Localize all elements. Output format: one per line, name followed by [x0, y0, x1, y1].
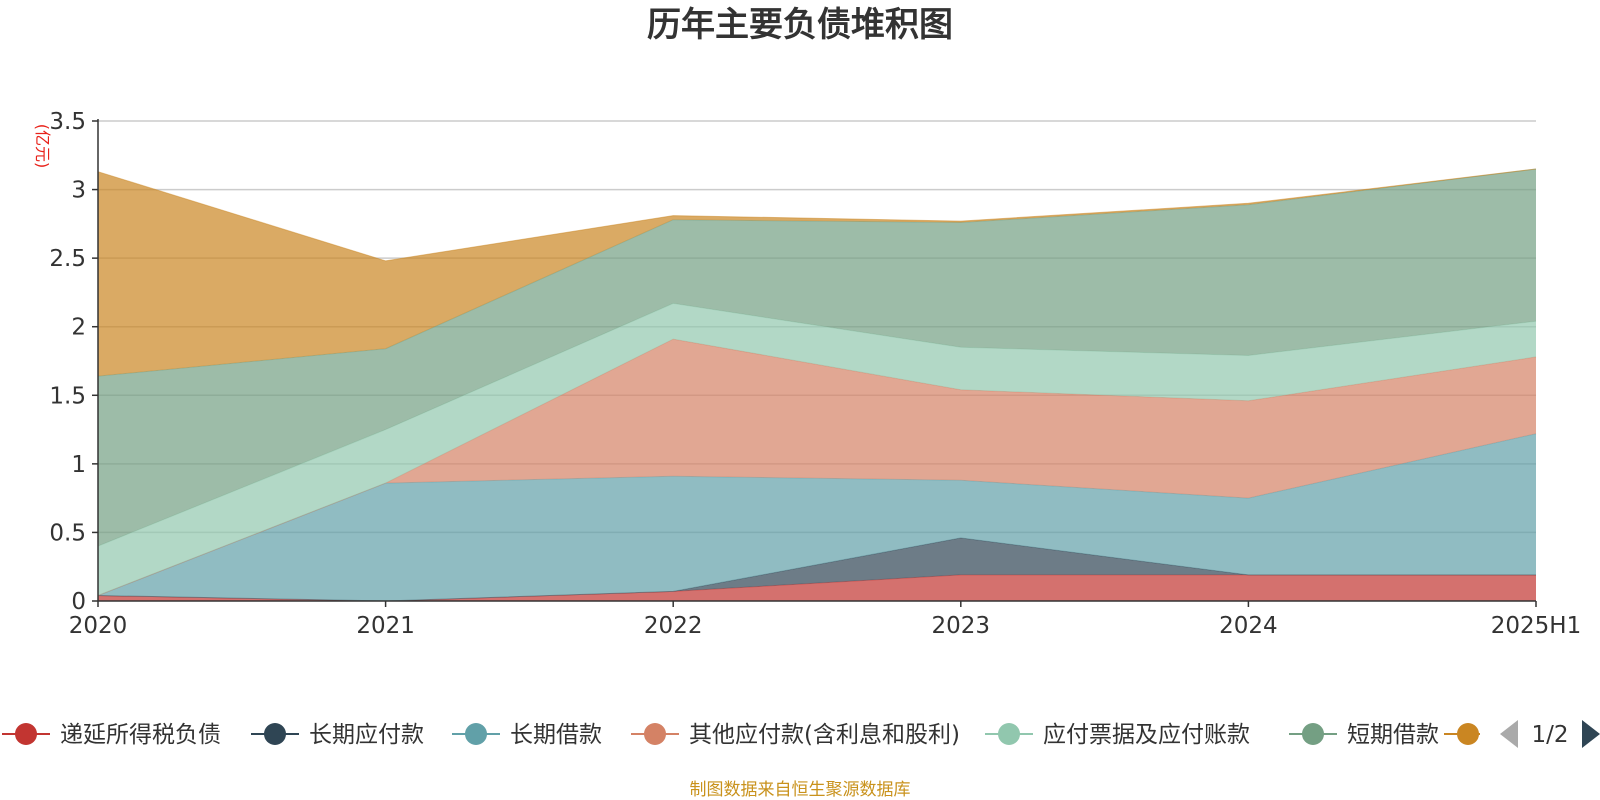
legend-label: 长期借款: [510, 722, 602, 748]
legend-item[interactable]: [1444, 723, 1492, 745]
area-series-7[interactable]: [98, 169, 1536, 377]
legend-label: 短期借款: [1347, 722, 1439, 748]
legend-item[interactable]: 短期借款: [1289, 722, 1439, 748]
y-axis-unit: (亿元): [33, 124, 52, 169]
legend-marker: [264, 723, 286, 745]
legend-item[interactable]: 应付票据及应付账款: [985, 722, 1250, 748]
y-tick-label: 2.5: [49, 246, 86, 272]
area-series-5[interactable]: [98, 303, 1536, 596]
legend-page-indicator: 1/2: [1531, 722, 1568, 748]
y-tick-label: 1: [71, 452, 86, 478]
y-tick-label: 2: [71, 315, 86, 341]
data-source-note: 制图数据来自恒生聚源数据库: [690, 780, 911, 800]
area-series-2[interactable]: [98, 537, 1536, 601]
x-tick-label: 2024: [1219, 613, 1278, 639]
area-series-edge-7: [97, 168, 1537, 262]
area-series-3[interactable]: [98, 433, 1536, 601]
area-series-6[interactable]: [98, 169, 1536, 547]
y-tick-label: 0: [71, 589, 86, 615]
legend-label: 其他应付款(含利息和股利): [689, 722, 960, 748]
legend-item[interactable]: 长期应付款: [251, 722, 424, 748]
x-tick-label: 2020: [69, 613, 128, 639]
chevron-left-icon[interactable]: [1500, 720, 1518, 748]
y-tick-label: 1.5: [49, 383, 86, 409]
legend-label: 长期应付款: [309, 722, 424, 748]
legend-marker: [1457, 723, 1479, 745]
legend: 递延所得税负债 长期应付款 长期借款 其他应付款(含利息和股利) 应付票据及应付账款 短期…: [2, 722, 1492, 748]
chart-title: 历年主要负债堆积图: [647, 5, 953, 45]
legend-label: 应付票据及应付账款: [1043, 722, 1250, 748]
x-tick-label: 2025H1: [1491, 613, 1581, 639]
legend-marker: [998, 723, 1020, 745]
y-tick-label: 3.5: [49, 109, 86, 135]
legend-item[interactable]: 长期借款: [452, 722, 602, 748]
area-series-4[interactable]: [98, 339, 1536, 596]
legend-item[interactable]: 递延所得税负债: [2, 722, 221, 748]
chevron-right-icon[interactable]: [1582, 720, 1600, 748]
legend-pager: 1/2: [1500, 720, 1600, 748]
area-series: [97, 168, 1537, 602]
axes: 0 0.5 1 1.5 2 2.5 3 3.5 2020 2021 2022 2023 2024 2025…: [49, 109, 1581, 639]
x-tick-label: 2022: [644, 613, 703, 639]
x-tick-label: 2021: [356, 613, 415, 639]
area-series-1[interactable]: [98, 574, 1536, 601]
legend-item[interactable]: 其他应付款(含利息和股利): [631, 722, 960, 748]
legend-label: 递延所得税负债: [60, 722, 221, 748]
legend-marker: [465, 723, 487, 745]
y-tick-label: 0.5: [49, 520, 86, 546]
y-tick-label: 3: [71, 178, 86, 204]
legend-marker: [1302, 723, 1324, 745]
legend-marker: [15, 723, 37, 745]
x-tick-label: 2023: [932, 613, 991, 639]
legend-marker: [644, 723, 666, 745]
